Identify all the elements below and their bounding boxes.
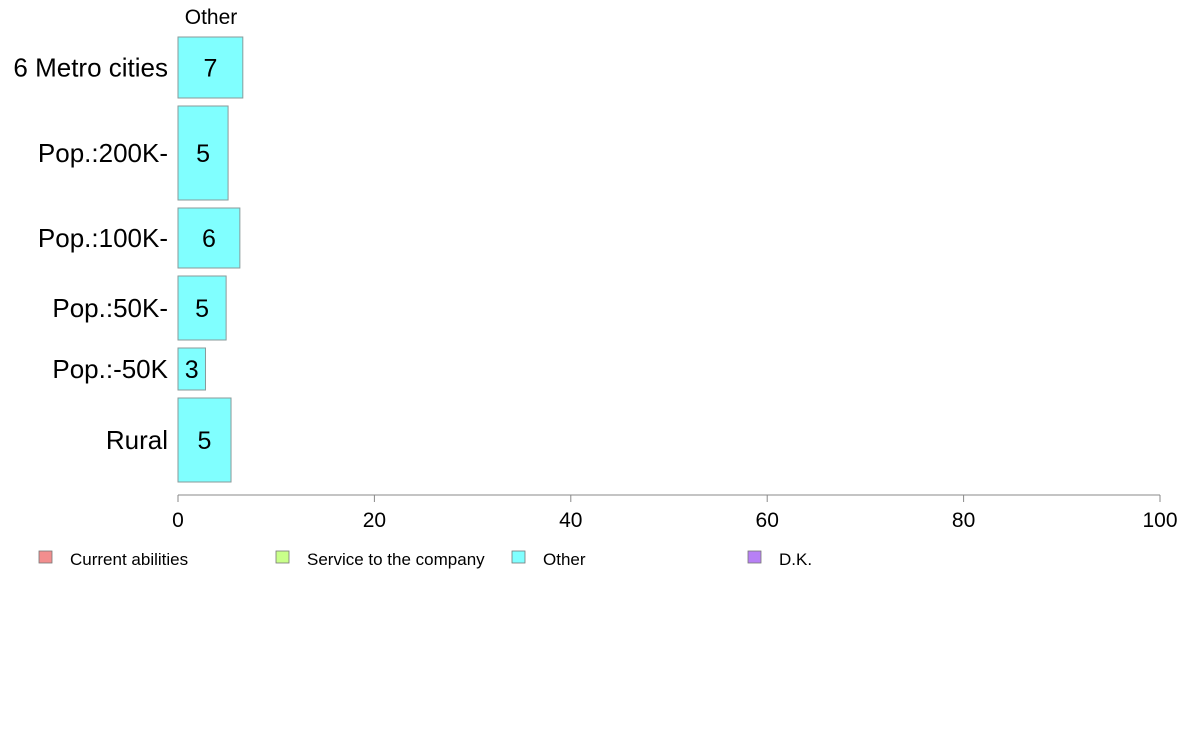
legend-swatch xyxy=(38,550,53,564)
bar xyxy=(177,347,206,391)
category-label: 6 Metro cities xyxy=(13,53,168,83)
x-tick-label: 40 xyxy=(559,509,582,532)
data-label: 6 xyxy=(202,225,216,253)
bar xyxy=(177,207,241,269)
data-label: 5 xyxy=(198,427,212,455)
category-label: Rural xyxy=(106,425,168,455)
data-label: 3 xyxy=(185,356,199,384)
x-tick-label: 60 xyxy=(756,509,779,532)
legend-label: Current abilities xyxy=(70,550,188,569)
x-tick-label: 20 xyxy=(363,509,386,532)
category-label: Pop.:100K- xyxy=(38,223,168,253)
x-tick-label: 100 xyxy=(1142,509,1177,532)
bar xyxy=(177,275,227,341)
x-tick-label: 0 xyxy=(172,509,184,532)
data-label: 7 xyxy=(203,55,217,83)
category-label: Pop.:200K- xyxy=(38,138,168,168)
legend-label: Other xyxy=(543,550,586,569)
category-label: Pop.:50K- xyxy=(52,293,168,323)
category-label: Pop.:-50K xyxy=(52,354,168,384)
data-label: 5 xyxy=(196,140,210,168)
bar xyxy=(177,397,232,483)
legend-label: D.K. xyxy=(779,550,812,569)
column-header: Other xyxy=(185,6,238,29)
x-tick-label: 80 xyxy=(952,509,975,532)
legend-swatch xyxy=(747,550,762,564)
legend-swatch xyxy=(511,550,526,564)
legend-label: Service to the company xyxy=(307,550,485,569)
bar xyxy=(177,105,229,201)
data-label: 5 xyxy=(195,295,209,323)
bar xyxy=(177,36,244,99)
legend-swatch xyxy=(275,550,290,564)
